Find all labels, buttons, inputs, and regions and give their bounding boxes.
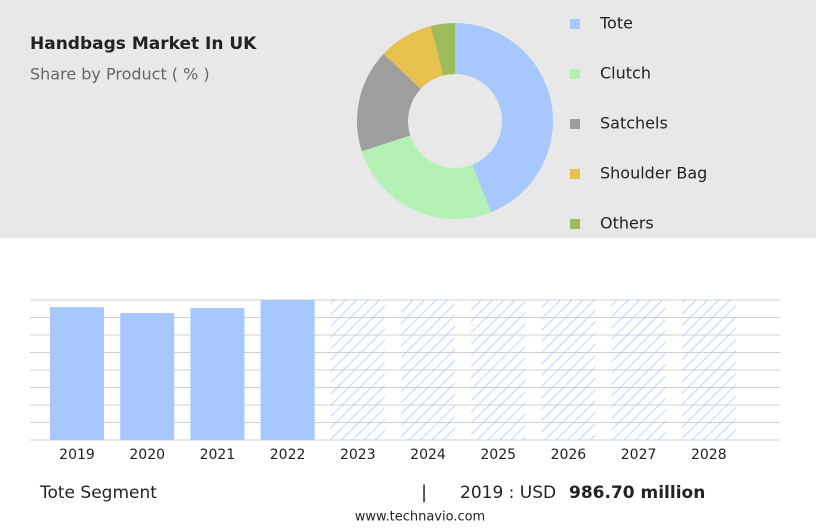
legend-swatch: [570, 19, 580, 29]
x-tick-label: 2023: [340, 447, 376, 463]
footer-segment: Tote Segment: [39, 483, 157, 503]
bar: [260, 300, 315, 440]
x-tick-label: 2020: [129, 447, 165, 463]
legend-label: Satchels: [600, 114, 668, 133]
legend-label: Others: [600, 214, 654, 233]
footer-value: 986.70 million: [569, 483, 705, 503]
bar: [120, 313, 175, 440]
forecast-placeholder: [401, 300, 455, 440]
donut-slice: [430, 23, 455, 76]
footer-source: www.technavio.com: [355, 510, 485, 525]
title: Handbags Market In UK: [30, 34, 257, 54]
x-tick-label: 2024: [410, 447, 446, 463]
x-tick-label: 2026: [551, 447, 587, 463]
x-tick-label: 2027: [621, 447, 657, 463]
legend-swatch: [570, 219, 580, 229]
x-tick-label: 2022: [270, 447, 306, 463]
legend-swatch: [570, 69, 580, 79]
donut-slice: [361, 135, 492, 220]
legend-label: Clutch: [600, 64, 651, 83]
donut-slice: [357, 53, 421, 152]
x-tick-label: 2025: [480, 447, 516, 463]
subtitle: Share by Product ( % ): [30, 65, 210, 84]
forecast-placeholder: [471, 300, 526, 440]
legend-swatch: [570, 169, 580, 179]
donut-slice: [383, 26, 444, 89]
forecast-placeholder: [611, 300, 666, 440]
legend-label: Tote: [599, 14, 633, 33]
x-tick-label: 2028: [691, 447, 727, 463]
bar: [190, 307, 245, 440]
bar-chart: 2019 2020 2021 2022 2023 2024 2025 2026 2027 2028: [30, 299, 780, 463]
forecast-placeholder: [330, 300, 385, 440]
forecast-placeholder: [681, 300, 736, 440]
footer-year: 2019 : USD: [460, 483, 556, 503]
x-tick-label: 2019: [59, 447, 95, 463]
bar: [50, 307, 104, 440]
footer-separator: |: [421, 482, 427, 503]
forecast-placeholder: [541, 300, 596, 440]
legend-swatch: [570, 119, 580, 129]
donut-slice: [455, 23, 554, 213]
donut-chart: Tote Clutch Satchels Shoulder Bag Others: [357, 14, 707, 233]
x-tick-label: 2021: [200, 447, 236, 463]
legend-label: Shoulder Bag: [600, 164, 707, 183]
